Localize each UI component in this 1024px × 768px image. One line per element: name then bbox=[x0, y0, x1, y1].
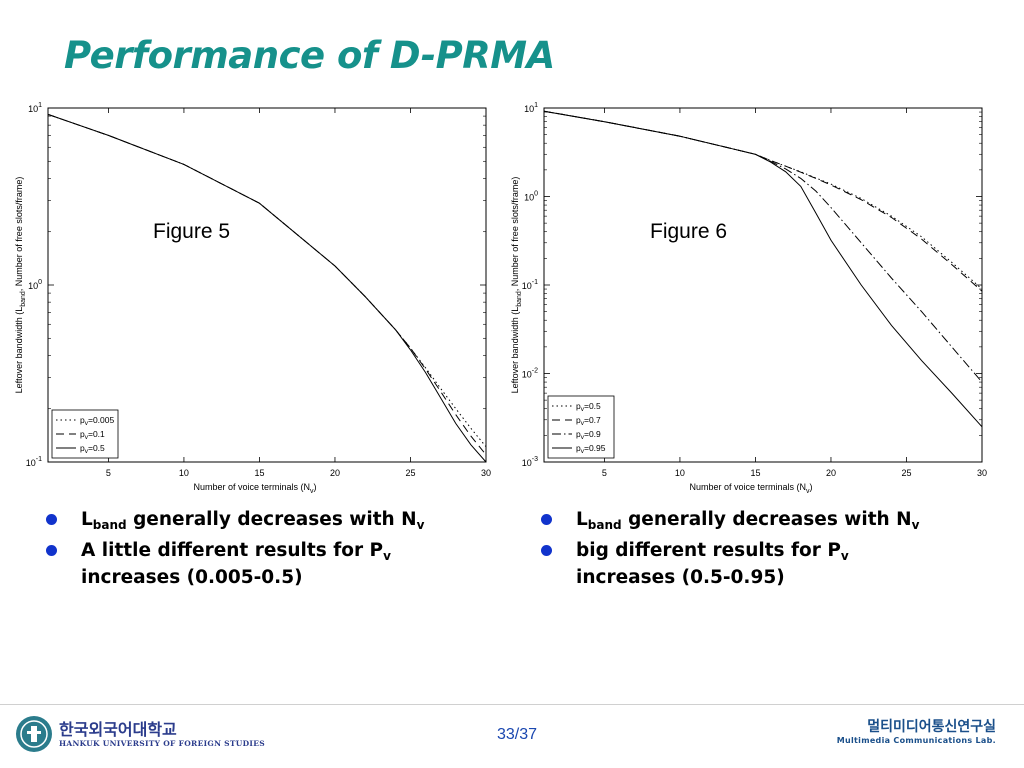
bullet-dot-icon bbox=[541, 545, 552, 556]
bullet-text: L bbox=[81, 509, 93, 530]
series-line-solid bbox=[543, 110, 983, 428]
y-axis-label: Leftover bandwidth (Lband, Number of fre… bbox=[510, 177, 523, 394]
figure-5-chart: 5 10 15 20 25 30 10-1 100 101 Number of voice ter… bbox=[8, 100, 508, 495]
bullet-item: A little different results for Pv increas… bbox=[46, 537, 486, 591]
bullet-item: big different results for Pv increases (0… bbox=[541, 537, 981, 591]
bullet-item: Lband generally decreases with Nv bbox=[541, 506, 981, 533]
footer-divider bbox=[0, 704, 1024, 705]
bullet-subscript: v bbox=[840, 549, 849, 563]
bullet-text: increases (0.5-0.95) bbox=[576, 567, 785, 588]
x-tick-label: 25 bbox=[901, 468, 911, 478]
chart-svg: 5 10 15 20 25 30 10-3 10-2 10-1 100 101 Number of v… bbox=[510, 102, 987, 495]
x-tick-label: 15 bbox=[254, 468, 264, 478]
bullet-dot-icon bbox=[541, 514, 552, 525]
series-line-dashed bbox=[543, 110, 983, 292]
legend-label: pv=0.5 bbox=[80, 443, 105, 455]
x-tick-label: 30 bbox=[481, 468, 491, 478]
lab-name-korean: 멀티미디어통신연구실 bbox=[867, 719, 996, 735]
bullet-text: L bbox=[576, 509, 588, 530]
legend-label: pv=0.95 bbox=[576, 443, 606, 455]
legend-label: pv=0.005 bbox=[80, 415, 114, 427]
x-tick-label: 20 bbox=[330, 468, 340, 478]
y-tick-label: 100 bbox=[524, 191, 538, 203]
legend-label: pv=0.9 bbox=[576, 429, 601, 441]
bullet-text: generally decreases with N bbox=[621, 509, 912, 530]
page-number: 33/37 bbox=[497, 726, 538, 743]
series-line-solid bbox=[47, 113, 487, 463]
y-tick-label: 10-2 bbox=[522, 368, 538, 380]
bullet-text: increases (0.005-0.5) bbox=[81, 567, 303, 588]
y-tick-label: 10-3 bbox=[522, 456, 538, 468]
y-tick-label: 10-1 bbox=[26, 456, 42, 468]
bullet-subscript: band bbox=[587, 518, 622, 532]
bullet-dot-icon bbox=[46, 514, 57, 525]
y-axis-label: Leftover bandwidth (Lband, Number of fre… bbox=[14, 177, 27, 394]
x-axis-label: Number of voice terminals (Nv) bbox=[193, 482, 316, 495]
x-tick-label: 5 bbox=[602, 468, 607, 478]
figure-annotation: Figure 5 bbox=[153, 220, 230, 243]
university-name-korean: 한국외국어대학교 bbox=[59, 719, 177, 739]
series-line-dotted bbox=[543, 110, 983, 290]
x-tick-label: 10 bbox=[179, 468, 189, 478]
bullet-item: Lband generally decreases with Nv bbox=[46, 506, 486, 533]
y-tick-label: 10-1 bbox=[522, 279, 538, 291]
bullet-subscript: band bbox=[92, 518, 127, 532]
legend-label: pv=0.1 bbox=[80, 429, 105, 441]
y-tick-label: 100 bbox=[28, 279, 42, 291]
page-title: Performance of D-PRMA bbox=[64, 34, 555, 77]
university-logo: 한국외국어대학교 HANKUK UNIVERSITY OF FOREIGN ST… bbox=[15, 715, 265, 753]
plot-frame bbox=[47, 107, 487, 463]
figure-6-chart: 5 10 15 20 25 30 10-3 10-2 10-1 100 101 Number of v… bbox=[504, 100, 1004, 495]
bullet-subscript: v bbox=[911, 518, 920, 532]
lab-name-english: Multimedia Communications Lab. bbox=[836, 736, 996, 745]
x-tick-label: 20 bbox=[826, 468, 836, 478]
x-tick-label: 15 bbox=[750, 468, 760, 478]
y-tick-label: 101 bbox=[28, 102, 42, 114]
bullet-text: big different results for P bbox=[576, 540, 841, 561]
x-tick-label: 25 bbox=[405, 468, 415, 478]
left-bullet-list: Lband generally decreases with Nv A litt… bbox=[46, 506, 486, 595]
legend-label: pv=0.5 bbox=[576, 401, 601, 413]
bullet-subscript: v bbox=[383, 549, 391, 563]
x-tick-label: 30 bbox=[977, 468, 987, 478]
x-tick-label: 10 bbox=[675, 468, 685, 478]
lab-logo: 멀티미디어통신연구실 Multimedia Communications Lab… bbox=[837, 719, 996, 745]
y-tick-label: 101 bbox=[524, 102, 538, 114]
bullet-subscript: v bbox=[416, 518, 425, 532]
right-bullet-list: Lband generally decreases with Nv big di… bbox=[541, 506, 981, 595]
legend-label: pv=0.7 bbox=[576, 415, 601, 427]
figure-annotation: Figure 6 bbox=[650, 220, 727, 243]
bullet-text: generally decreases with N bbox=[126, 509, 417, 530]
bullet-text: A little different results for P bbox=[81, 540, 384, 561]
university-name-english: HANKUK UNIVERSITY OF FOREIGN STUDIES bbox=[59, 738, 265, 748]
university-seal-icon bbox=[16, 716, 52, 752]
plot-frame bbox=[543, 107, 983, 463]
x-axis-label: Number of voice terminals (Nv) bbox=[689, 482, 812, 495]
chart-svg: 5 10 15 20 25 30 10-1 100 101 Number of voice ter… bbox=[14, 102, 491, 495]
bullet-dot-icon bbox=[46, 545, 57, 556]
x-tick-label: 5 bbox=[106, 468, 111, 478]
